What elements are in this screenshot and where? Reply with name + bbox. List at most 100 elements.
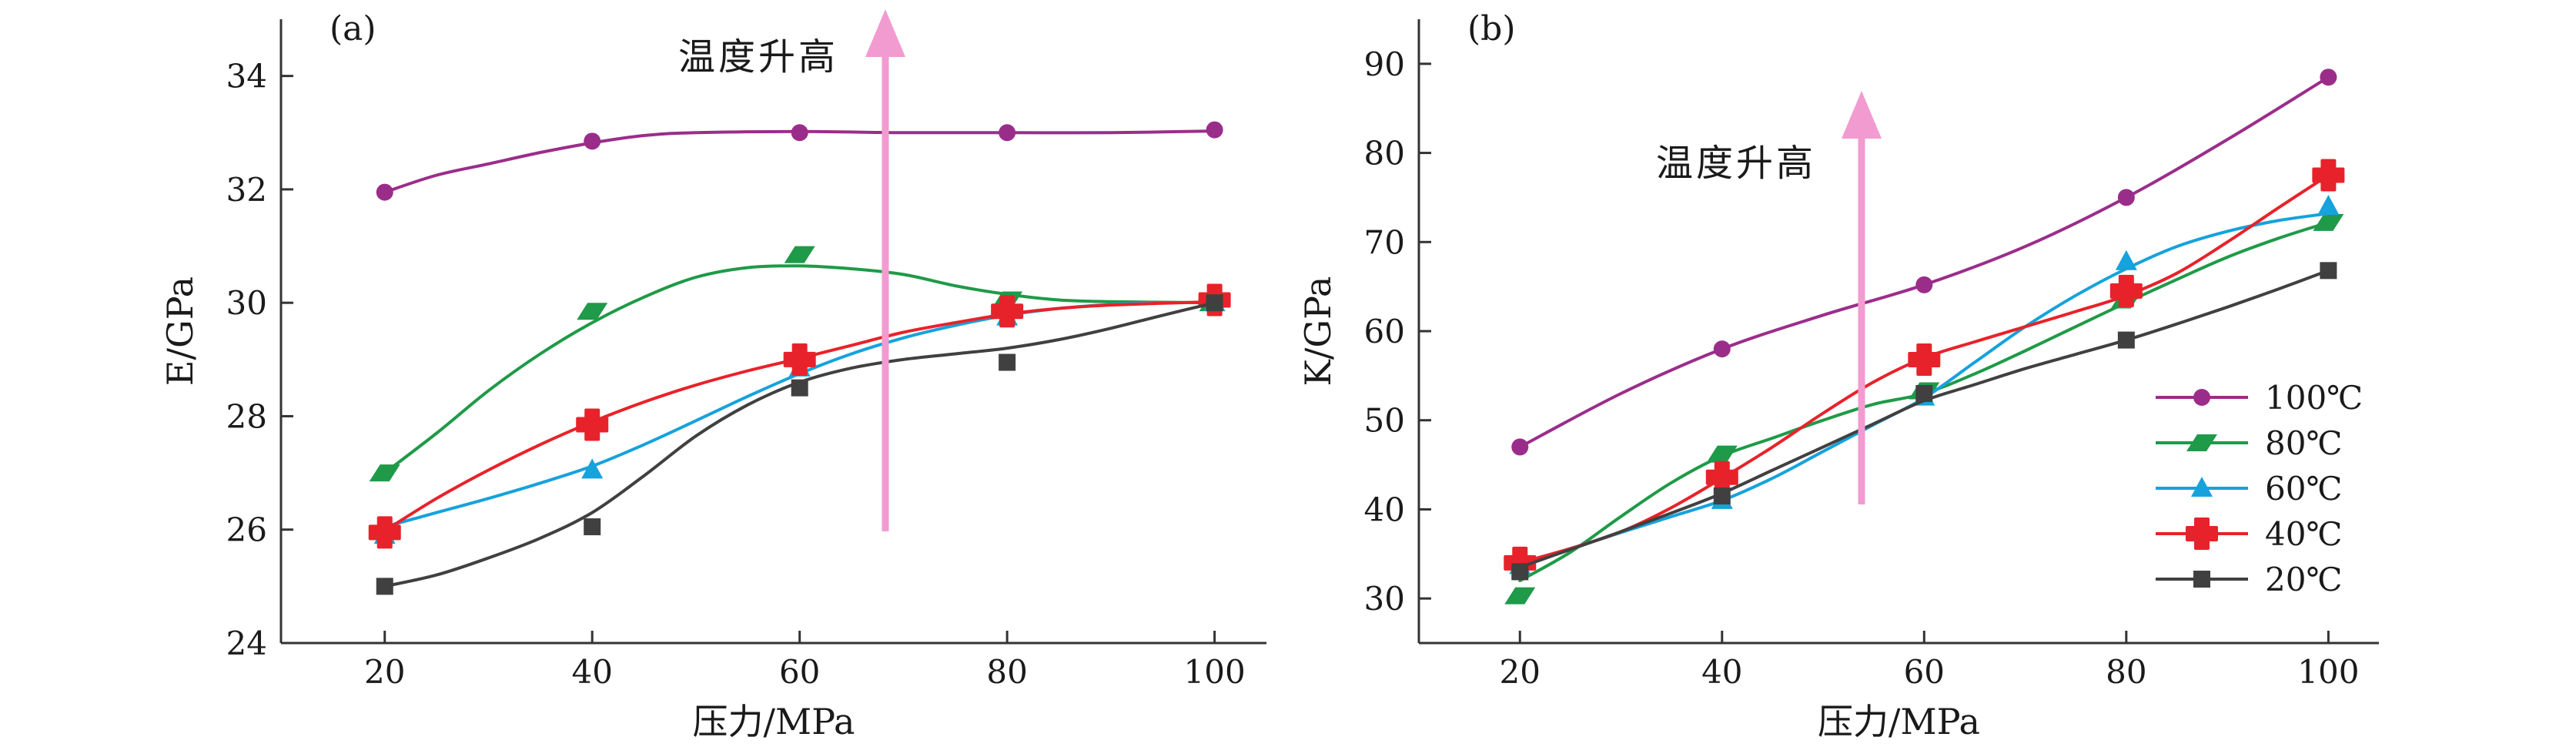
legend-item: 40℃ (2156, 515, 2342, 553)
data-point (1713, 340, 1731, 358)
legend-label: 40℃ (2265, 515, 2342, 553)
data-point (2313, 213, 2344, 231)
data-point (2117, 331, 2135, 349)
data-point (2320, 69, 2337, 86)
data-point (2115, 250, 2137, 270)
legend-item: 60℃ (2156, 470, 2342, 507)
legend-label: 20℃ (2265, 561, 2342, 598)
y-tick-label: 34 (226, 58, 267, 95)
data-point (1706, 445, 1738, 463)
y-tick-label: 30 (226, 284, 267, 322)
series-40℃ (368, 283, 1231, 549)
y-tick-label: 30 (1364, 580, 1405, 618)
data-point (2109, 274, 2143, 307)
y-tick-label: 80 (1364, 135, 1405, 173)
data-point (991, 295, 1024, 328)
series-100℃ (376, 121, 1223, 201)
x-tick-label: 100 (2297, 653, 2359, 691)
x-tick-label: 80 (986, 653, 1027, 691)
x-tick-label: 20 (1500, 653, 1541, 691)
data-point (368, 516, 401, 549)
data-point (1511, 438, 1529, 456)
y-tick-label: 70 (1364, 223, 1405, 261)
data-point (1713, 487, 1731, 505)
y-axis-label: K/GPa (1297, 276, 1339, 387)
data-point (576, 408, 609, 441)
data-point (2312, 159, 2345, 192)
legend-label: 100℃ (2265, 379, 2363, 417)
y-axis-label: E/GPa (159, 276, 201, 386)
data-point (1908, 343, 1941, 377)
data-point (376, 578, 393, 595)
y-tick-label: 28 (226, 397, 267, 435)
data-point (783, 343, 816, 376)
series-80℃ (1504, 213, 2344, 605)
y-tick-label: 24 (226, 625, 267, 662)
data-point (999, 124, 1016, 142)
data-point (2320, 262, 2337, 280)
panel-a: 20 40 60 80 100 24 26 28 30 32 34 压力/MPa E/GPa (a) 温度升… (159, 9, 1266, 742)
panel-label: (a) (330, 9, 376, 49)
data-point (584, 132, 601, 150)
series-line (383, 264, 1216, 475)
data-point (2317, 195, 2340, 215)
x-tick-label: 60 (779, 653, 820, 691)
legend-item: 20℃ (2156, 561, 2342, 598)
data-point (784, 246, 815, 263)
legend: 100℃ 80℃ 60℃ 40℃ 20℃ (2156, 379, 2363, 598)
series-60℃ (373, 291, 1226, 544)
data-point (584, 518, 601, 536)
series-20℃ (376, 294, 1223, 595)
series-100℃ (1511, 69, 2337, 456)
data-point (2117, 189, 2135, 206)
legend-marker (2193, 389, 2210, 406)
legend-label: 80℃ (2265, 424, 2342, 462)
data-point (1915, 276, 1933, 293)
annotation-arrow-head (865, 9, 905, 57)
data-point (369, 464, 400, 482)
legend-marker (2186, 518, 2218, 550)
data-point (581, 458, 604, 479)
y-tick-label: 32 (226, 171, 267, 209)
x-tick-label: 60 (1904, 653, 1945, 691)
legend-label: 60℃ (2265, 470, 2342, 507)
x-tick-label: 100 (1184, 653, 1246, 691)
series-line (383, 129, 1216, 194)
data-point (999, 353, 1016, 371)
data-point (791, 379, 808, 397)
annotation-label: 温度升高 (1656, 142, 1816, 185)
series-line (383, 301, 1154, 528)
data-point (1206, 294, 1223, 312)
y-tick-label: 90 (1364, 45, 1405, 83)
panel-label: (b) (1467, 9, 1516, 49)
data-point (376, 183, 393, 201)
y-tick-label: 60 (1364, 313, 1405, 350)
data-point (1206, 121, 1223, 139)
x-tick-label: 40 (571, 653, 612, 691)
data-point (791, 124, 808, 142)
y-tick-label: 26 (226, 511, 267, 549)
data-point (577, 303, 608, 320)
y-tick-label: 50 (1364, 402, 1405, 440)
panel-b: 20 40 60 80 100 30 40 50 60 70 80 90 压力/MPa K/GPa (b) 温… (1297, 9, 2379, 742)
legend-marker (2193, 571, 2210, 588)
legend-marker (2191, 477, 2213, 497)
legend-item: 100℃ (2156, 379, 2363, 417)
legend-item: 80℃ (2156, 424, 2342, 462)
x-tick-label: 40 (1701, 653, 1742, 691)
annotation-arrow-head (1842, 91, 1882, 139)
x-tick-label: 20 (364, 653, 405, 691)
series-line (383, 300, 1216, 533)
annotation-label: 温度升高 (678, 35, 838, 79)
x-tick-label: 80 (2106, 653, 2146, 691)
data-point (1511, 563, 1529, 581)
series-20℃ (1511, 262, 2337, 581)
x-axis-label: 压力/MPa (693, 701, 855, 742)
x-axis-label: 压力/MPa (1818, 701, 1980, 742)
y-tick-label: 40 (1364, 491, 1405, 528)
data-point (1915, 385, 1933, 402)
legend-marker (2186, 434, 2217, 451)
series-40℃ (1504, 159, 2345, 579)
